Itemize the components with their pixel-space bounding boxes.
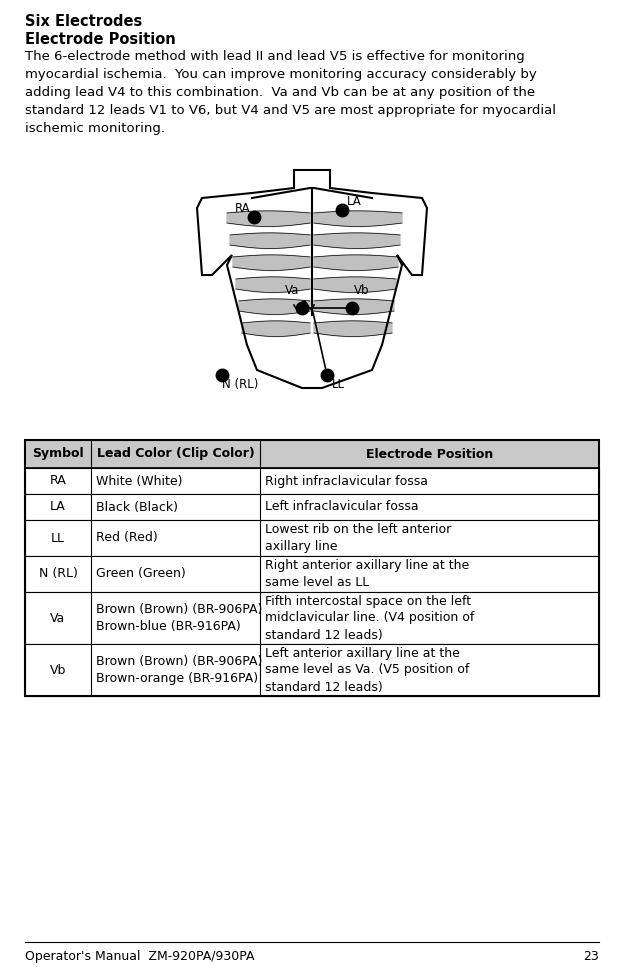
Text: LA: LA <box>50 501 66 513</box>
Text: Red (Red): Red (Red) <box>96 532 158 544</box>
Bar <box>25 556 599 592</box>
Bar <box>25 644 599 696</box>
Text: Left infraclavicular fossa: Left infraclavicular fossa <box>265 501 419 513</box>
Text: Left anterior axillary line at the
same level as Va. (V5 position of
standard 12: Left anterior axillary line at the same … <box>265 647 470 693</box>
Polygon shape <box>314 211 402 226</box>
Text: LL: LL <box>332 378 345 391</box>
Text: 23: 23 <box>583 950 599 963</box>
Text: Vb: Vb <box>50 663 66 677</box>
Text: myocardial ischemia.  You can improve monitoring accuracy considerably by: myocardial ischemia. You can improve mon… <box>25 68 537 81</box>
Polygon shape <box>239 299 310 314</box>
Polygon shape <box>230 233 310 249</box>
Text: Brown (Brown) (BR-906PA)
Brown-blue (BR-916PA): Brown (Brown) (BR-906PA) Brown-blue (BR-… <box>96 603 262 633</box>
Bar <box>25 592 599 644</box>
Text: The 6-electrode method with lead II and lead V5 is effective for monitoring: The 6-electrode method with lead II and … <box>25 50 525 63</box>
Bar <box>25 520 599 556</box>
Bar <box>25 440 599 696</box>
Polygon shape <box>242 321 310 337</box>
Text: Right infraclavicular fossa: Right infraclavicular fossa <box>265 475 428 487</box>
Text: Electrode Position: Electrode Position <box>25 32 176 47</box>
Text: Electrode Position: Electrode Position <box>366 448 494 460</box>
Text: Va: Va <box>51 611 66 625</box>
Text: RA: RA <box>49 475 66 487</box>
Text: N (RL): N (RL) <box>39 568 77 580</box>
Polygon shape <box>314 277 396 292</box>
Bar <box>25 440 599 468</box>
Polygon shape <box>314 255 398 271</box>
Text: Lead Color (Clip Color): Lead Color (Clip Color) <box>97 448 255 460</box>
Text: Fifth intercostal space on the left
midclavicular line. (V4 position of
standard: Fifth intercostal space on the left midc… <box>265 595 475 641</box>
Text: Vb: Vb <box>354 284 369 297</box>
Text: Right anterior axillary line at the
same level as LL: Right anterior axillary line at the same… <box>265 559 470 589</box>
Text: RA: RA <box>235 202 251 215</box>
Text: adding lead V4 to this combination.  Va and Vb can be at any position of the: adding lead V4 to this combination. Va a… <box>25 86 535 99</box>
Text: Symbol: Symbol <box>32 448 84 460</box>
Text: White (White): White (White) <box>96 475 182 487</box>
Text: Six Electrodes: Six Electrodes <box>25 14 142 29</box>
Polygon shape <box>314 233 400 249</box>
Text: Black (Black): Black (Black) <box>96 501 178 513</box>
Text: Operator's Manual  ZM-920PA/930PA: Operator's Manual ZM-920PA/930PA <box>25 950 255 963</box>
Bar <box>25 494 599 520</box>
Bar <box>25 468 599 494</box>
Polygon shape <box>314 299 394 314</box>
Text: standard 12 leads V1 to V6, but V4 and V5 are most appropriate for myocardial: standard 12 leads V1 to V6, but V4 and V… <box>25 104 556 117</box>
Polygon shape <box>236 277 310 292</box>
Text: LA: LA <box>347 195 362 208</box>
Polygon shape <box>227 211 310 226</box>
Polygon shape <box>233 255 310 271</box>
Text: Green (Green): Green (Green) <box>96 568 186 580</box>
Text: N (RL): N (RL) <box>222 378 258 391</box>
Polygon shape <box>314 321 392 337</box>
Text: ischemic monitoring.: ischemic monitoring. <box>25 122 165 135</box>
Text: Va: Va <box>285 284 299 297</box>
Text: Brown (Brown) (BR-906PA)
Brown-orange (BR-916PA): Brown (Brown) (BR-906PA) Brown-orange (B… <box>96 655 262 685</box>
Text: LL: LL <box>51 532 65 544</box>
Text: Lowest rib on the left anterior
axillary line: Lowest rib on the left anterior axillary… <box>265 523 452 553</box>
